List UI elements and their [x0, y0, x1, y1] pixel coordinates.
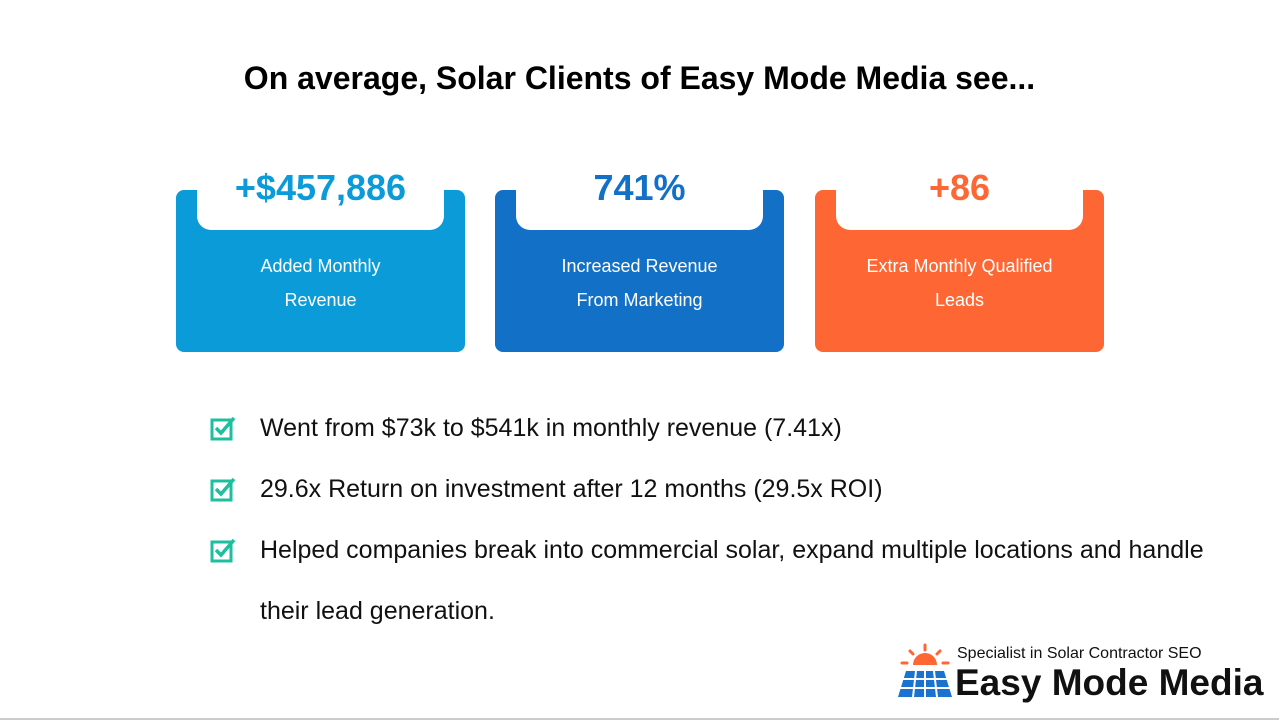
check-icon: [210, 416, 236, 441]
stat-label: Extra Monthly Qualified Leads: [866, 256, 1053, 310]
stat-label: Increased Revenue From Marketing: [561, 256, 718, 310]
stat-card: 741% Increased Revenue From Marketing: [495, 140, 784, 352]
stat-value: +$457,886: [234, 167, 407, 208]
bullet-text: Helped companies break into commercial s…: [260, 536, 1204, 625]
stat-label: Added Monthly Revenue: [260, 256, 381, 310]
bullet: Went from $73k to $541k in monthly reven…: [210, 398, 1210, 459]
stat-card: +86 Extra Monthly Qualified Leads: [815, 140, 1104, 352]
brand-name: Easy Mode Media: [955, 662, 1264, 703]
stat-card: +$457,886 Added Monthly Revenue: [176, 140, 465, 352]
bullet-text: 29.6x Return on investment after 12 mont…: [260, 475, 883, 503]
stat-tab: +86: [836, 140, 1083, 230]
stat-tab: 741%: [516, 140, 763, 230]
bullet-text: Went from $73k to $541k in monthly reven…: [260, 414, 842, 442]
bottom-rule: [0, 718, 1279, 720]
check-icon: [210, 477, 236, 502]
tagline: Specialist in Solar Contractor SEO: [957, 645, 1202, 662]
check-icon: [210, 538, 236, 563]
bullet: Helped companies break into commercial s…: [210, 520, 1210, 642]
stat-value: +86: [928, 167, 991, 208]
title: On average, Solar Clients of Easy Mode M…: [243, 60, 1036, 96]
bullet: 29.6x Return on investment after 12 mont…: [210, 459, 1210, 520]
stat-tab: +$457,886: [197, 140, 444, 230]
logo-icon: [898, 643, 952, 698]
stat-value: 741%: [593, 167, 686, 208]
